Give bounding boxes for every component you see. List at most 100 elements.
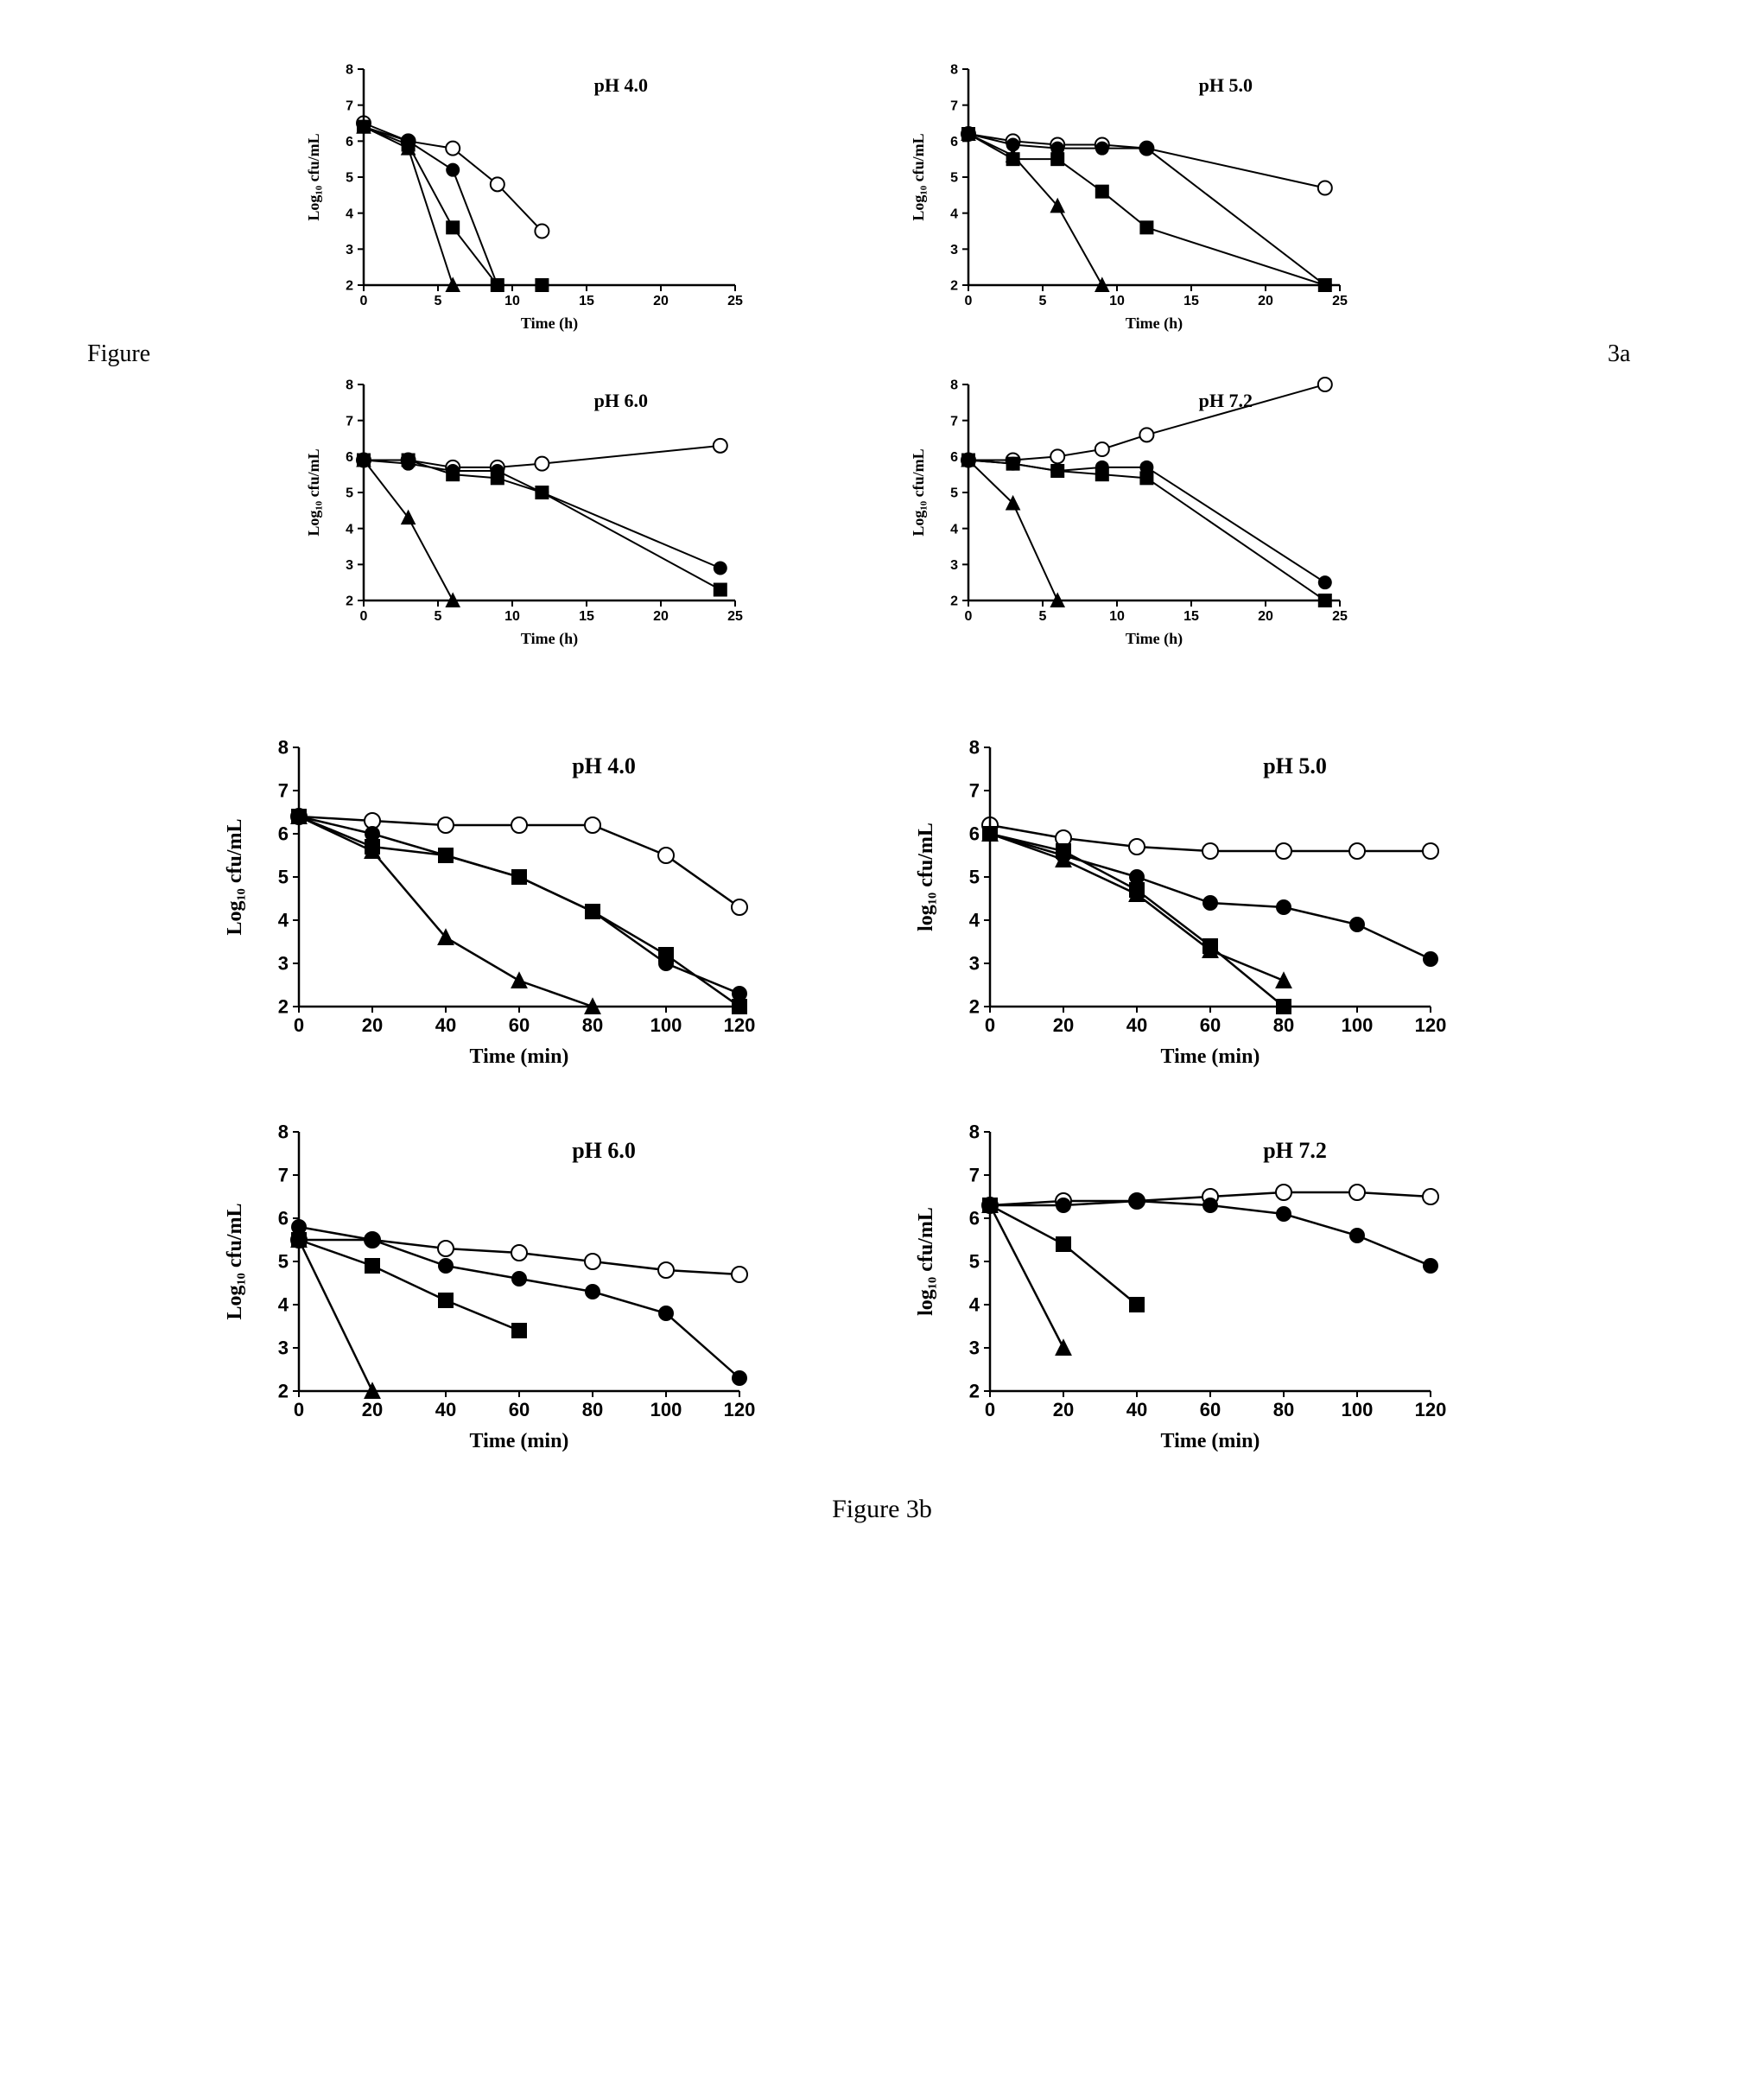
svg-text:3: 3 [950, 243, 958, 257]
svg-text:10: 10 [504, 294, 520, 308]
svg-text:10: 10 [504, 609, 520, 624]
svg-text:Log₁₀ cfu/mL: Log₁₀ cfu/mL [225, 818, 246, 935]
svg-text:8: 8 [346, 378, 353, 393]
svg-text:120: 120 [1415, 1399, 1447, 1420]
svg-text:7: 7 [969, 780, 980, 802]
svg-text:15: 15 [1183, 609, 1199, 624]
svg-text:10: 10 [1109, 609, 1125, 624]
svg-text:6: 6 [969, 1208, 980, 1229]
svg-text:0: 0 [985, 1399, 995, 1420]
svg-text:15: 15 [1183, 294, 1199, 308]
svg-text:60: 60 [509, 1014, 530, 1036]
svg-text:0: 0 [360, 609, 368, 624]
svg-text:4: 4 [278, 1294, 289, 1316]
figure-3b-grid: 0204060801001202345678Time (min)Log₁₀ cf… [70, 726, 1694, 1460]
svg-text:Time (h): Time (h) [1126, 630, 1183, 648]
svg-text:Time (min): Time (min) [470, 1045, 569, 1068]
svg-text:Log₁₀ cfu/mL: Log₁₀ cfu/mL [910, 448, 927, 536]
svg-text:2: 2 [969, 996, 980, 1018]
svg-text:Time (h): Time (h) [521, 315, 578, 333]
svg-text:4: 4 [950, 522, 958, 537]
chart-panel: 0204060801001202345678Time (min)log₁₀ cf… [917, 726, 1539, 1076]
svg-text:20: 20 [1053, 1399, 1074, 1420]
svg-text:2: 2 [278, 1381, 289, 1402]
svg-text:0: 0 [294, 1399, 304, 1420]
chart-panel: 05101520252345678Time (h)Log₁₀ cfu/mLpH … [303, 52, 856, 341]
svg-text:Log₁₀ cfu/mL: Log₁₀ cfu/mL [305, 133, 322, 220]
svg-text:20: 20 [1258, 609, 1273, 624]
svg-text:5: 5 [1039, 294, 1047, 308]
svg-text:3: 3 [969, 1337, 980, 1359]
figure-3a-label-left: Figure [70, 340, 174, 368]
svg-text:25: 25 [1332, 294, 1348, 308]
svg-text:20: 20 [653, 294, 669, 308]
svg-text:6: 6 [278, 1208, 289, 1229]
svg-text:4: 4 [969, 1294, 980, 1316]
svg-text:5: 5 [969, 1251, 980, 1273]
svg-text:60: 60 [509, 1399, 530, 1420]
svg-text:7: 7 [278, 1165, 289, 1186]
svg-text:4: 4 [346, 522, 353, 537]
svg-text:0: 0 [985, 1014, 995, 1036]
svg-text:6: 6 [278, 823, 289, 845]
svg-text:6: 6 [346, 450, 353, 465]
svg-text:60: 60 [1200, 1014, 1221, 1036]
svg-text:Time (min): Time (min) [1161, 1045, 1260, 1068]
svg-text:6: 6 [950, 450, 958, 465]
svg-text:5: 5 [346, 486, 353, 501]
svg-text:10: 10 [1109, 294, 1125, 308]
svg-text:8: 8 [969, 737, 980, 759]
svg-text:8: 8 [278, 1121, 289, 1143]
svg-text:8: 8 [950, 378, 958, 393]
svg-text:3: 3 [278, 953, 289, 975]
chart-panel: 05101520252345678Time (h)Log₁₀ cfu/mLpH … [908, 52, 1461, 341]
svg-text:6: 6 [346, 135, 353, 149]
svg-text:80: 80 [582, 1399, 603, 1420]
svg-text:2: 2 [969, 1381, 980, 1402]
svg-text:20: 20 [1053, 1014, 1074, 1036]
svg-text:5: 5 [1039, 609, 1047, 624]
figure-3b-caption: Figure 3b [70, 1495, 1694, 1524]
svg-text:15: 15 [579, 294, 594, 308]
svg-text:5: 5 [278, 1251, 289, 1273]
svg-text:100: 100 [650, 1014, 682, 1036]
svg-text:2: 2 [278, 996, 289, 1018]
svg-text:5: 5 [346, 171, 353, 186]
svg-text:120: 120 [724, 1014, 756, 1036]
svg-text:120: 120 [1415, 1014, 1447, 1036]
svg-text:4: 4 [950, 206, 958, 221]
figure-3a-grid: 05101520252345678Time (h)Log₁₀ cfu/mLpH … [174, 52, 1590, 657]
svg-text:0: 0 [965, 294, 973, 308]
svg-text:0: 0 [294, 1014, 304, 1036]
svg-text:2: 2 [950, 594, 958, 609]
svg-text:40: 40 [1126, 1014, 1147, 1036]
chart-panel: 0204060801001202345678Time (min)log₁₀ cf… [917, 1110, 1539, 1460]
svg-text:Log₁₀ cfu/mL: Log₁₀ cfu/mL [225, 1203, 246, 1319]
svg-text:15: 15 [579, 609, 594, 624]
svg-text:7: 7 [969, 1165, 980, 1186]
figure-3a: Figure 05101520252345678Time (h)Log₁₀ cf… [70, 52, 1694, 657]
svg-text:6: 6 [969, 823, 980, 845]
svg-text:20: 20 [1258, 294, 1273, 308]
svg-text:7: 7 [278, 780, 289, 802]
chart-panel: 05101520252345678Time (h)Log₁₀ cfu/mLpH … [908, 367, 1461, 657]
svg-text:Log₁₀ cfu/mL: Log₁₀ cfu/mL [910, 133, 927, 220]
svg-text:40: 40 [435, 1399, 456, 1420]
svg-text:4: 4 [346, 206, 353, 221]
svg-text:80: 80 [582, 1014, 603, 1036]
svg-text:8: 8 [346, 63, 353, 78]
svg-text:8: 8 [278, 737, 289, 759]
chart-panel: 0204060801001202345678Time (min)Log₁₀ cf… [225, 726, 847, 1076]
svg-text:pH 4.0: pH 4.0 [594, 74, 648, 96]
svg-text:0: 0 [965, 609, 973, 624]
svg-text:2: 2 [346, 279, 353, 294]
svg-text:7: 7 [950, 414, 958, 429]
svg-text:pH 5.0: pH 5.0 [1263, 753, 1327, 778]
svg-text:120: 120 [724, 1399, 756, 1420]
svg-text:7: 7 [346, 98, 353, 113]
svg-text:40: 40 [1126, 1399, 1147, 1420]
svg-text:Log₁₀ cfu/mL: Log₁₀ cfu/mL [305, 448, 322, 536]
svg-text:Time (h): Time (h) [1126, 315, 1183, 333]
svg-text:Time (min): Time (min) [1161, 1430, 1260, 1452]
svg-text:5: 5 [435, 294, 442, 308]
